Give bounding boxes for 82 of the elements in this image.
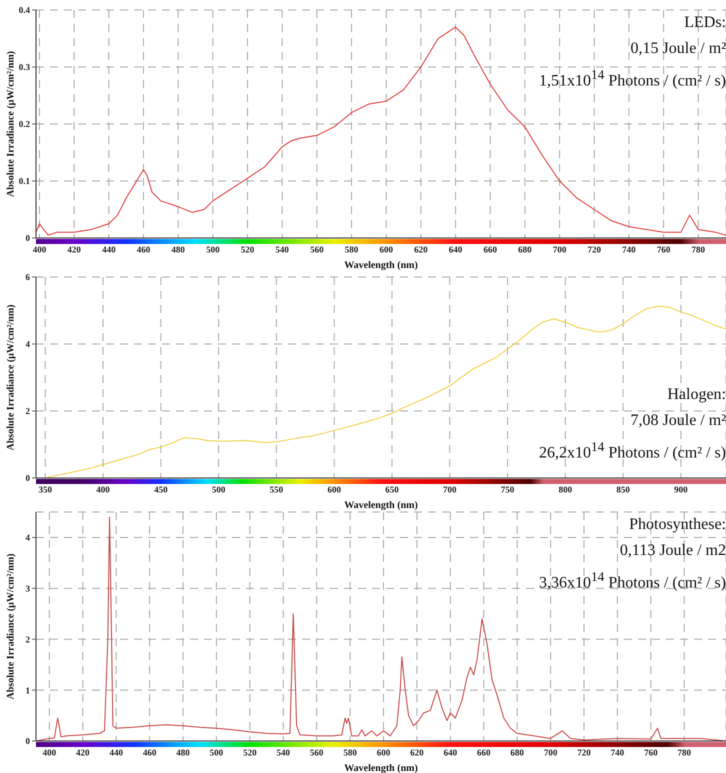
x-tick-label: 620	[414, 244, 428, 254]
y-tick-label: 0	[26, 473, 30, 484]
annotation: Photosynthese:	[628, 515, 726, 535]
x-tick-label: 700	[544, 747, 558, 758]
x-tick-label: 700	[443, 484, 458, 494]
annotation: 0,15 Joule / m²	[630, 39, 726, 59]
x-tick-label: 540	[276, 747, 291, 758]
x-tick-label: 780	[677, 747, 692, 758]
annotation: 1,51x10$^{14}$ Photons / (cm² / s)	[538, 66, 726, 92]
y-axis-title: Absolute Irradiance (µW/cm²/nm)	[6, 51, 17, 197]
x-tick-label: 800	[558, 484, 573, 494]
x-tick-label: 660	[477, 747, 491, 758]
x-tick-label: 400	[42, 747, 57, 758]
x-tick-label: 640	[444, 747, 458, 758]
annotation: 3,36x10$^{14}$ Photons / (cm² / s)	[538, 568, 726, 594]
y-tick-label: 0	[26, 233, 30, 244]
x-tick-label: 660	[483, 244, 498, 254]
y-tick-label: 2	[26, 406, 30, 416]
annotation: Halogen:	[666, 385, 726, 405]
x-tick-label: 420	[67, 244, 82, 254]
y-tick-label: 6	[26, 272, 30, 282]
x-tick-label: 600	[376, 747, 391, 758]
x-tick-label: 760	[644, 747, 658, 758]
annotation: 26,2x10$^{14}$ Photons / (cm² / s)	[538, 438, 726, 464]
x-axis-title: Wavelength (nm)	[344, 260, 418, 271]
annotation: LEDs:	[683, 13, 726, 33]
x-tick-label: 560	[310, 747, 324, 758]
x-tick-label: 560	[310, 244, 324, 254]
annotation: 0,113 Joule / m2	[618, 541, 726, 561]
x-tick-label: 780	[692, 244, 706, 254]
x-tick-label: 680	[518, 244, 532, 254]
x-tick-label: 500	[212, 484, 226, 494]
line-series	[36, 26, 726, 236]
y-tick-label: 0.4	[18, 5, 30, 16]
x-tick-label: 460	[142, 747, 157, 758]
x-tick-label: 460	[136, 244, 151, 254]
x-tick-label: 480	[171, 244, 186, 254]
x-tick-label: 580	[343, 747, 358, 758]
x-tick-label: 480	[176, 747, 190, 758]
y-tick-label: 0	[26, 736, 30, 746]
x-tick-label: 600	[327, 484, 342, 494]
x-axis-title: Wavelength (nm)	[344, 500, 418, 511]
y-tick-label: 1	[26, 685, 30, 696]
x-tick-label: 760	[656, 244, 671, 254]
x-axis-title: Wavelength (nm)	[344, 763, 418, 773]
y-axis-title: Absolute Irradiance (µW/cm²/nm)	[6, 304, 17, 450]
x-tick-label: 740	[610, 747, 625, 758]
x-tick-label: 520	[243, 747, 258, 758]
x-tick-label: 750	[500, 484, 515, 494]
x-tick-label: 720	[587, 244, 602, 254]
y-tick-label: 3	[26, 584, 30, 594]
y-tick-label: 4	[26, 532, 30, 543]
x-tick-label: 440	[102, 244, 116, 254]
x-tick-label: 550	[270, 484, 284, 494]
x-tick-label: 740	[622, 244, 636, 254]
y-tick-label: 2	[26, 634, 30, 644]
x-tick-label: 440	[109, 747, 124, 758]
x-tick-label: 580	[344, 244, 359, 254]
x-tick-label: 500	[210, 747, 224, 758]
x-tick-label: 400	[96, 484, 110, 494]
y-tick-label: 4	[26, 339, 30, 350]
x-tick-label: 680	[510, 747, 524, 758]
x-tick-label: 620	[410, 747, 424, 758]
x-tick-label: 520	[240, 244, 255, 254]
annotation: 7,08 Joule / m²	[630, 411, 726, 431]
x-tick-label: 400	[32, 244, 47, 254]
x-tick-label: 350	[38, 484, 52, 494]
x-tick-label: 540	[275, 244, 290, 254]
y-tick-label: 0.2	[18, 119, 30, 130]
x-tick-label: 450	[154, 484, 168, 494]
x-tick-label: 700	[552, 244, 567, 254]
y-tick-label: 0.3	[18, 62, 30, 72]
x-tick-label: 600	[379, 244, 394, 254]
x-tick-label: 650	[385, 484, 400, 494]
y-axis-title: Absolute Irradiance (µW/cm²/nm)	[6, 554, 17, 700]
y-tick-label: 0.1	[18, 176, 30, 186]
x-tick-label: 850	[616, 484, 630, 494]
x-tick-label: 500	[206, 244, 220, 254]
x-tick-label: 420	[76, 747, 90, 758]
x-tick-label: 640	[448, 244, 463, 254]
x-tick-label: 900	[674, 484, 688, 494]
x-tick-label: 720	[577, 747, 592, 758]
